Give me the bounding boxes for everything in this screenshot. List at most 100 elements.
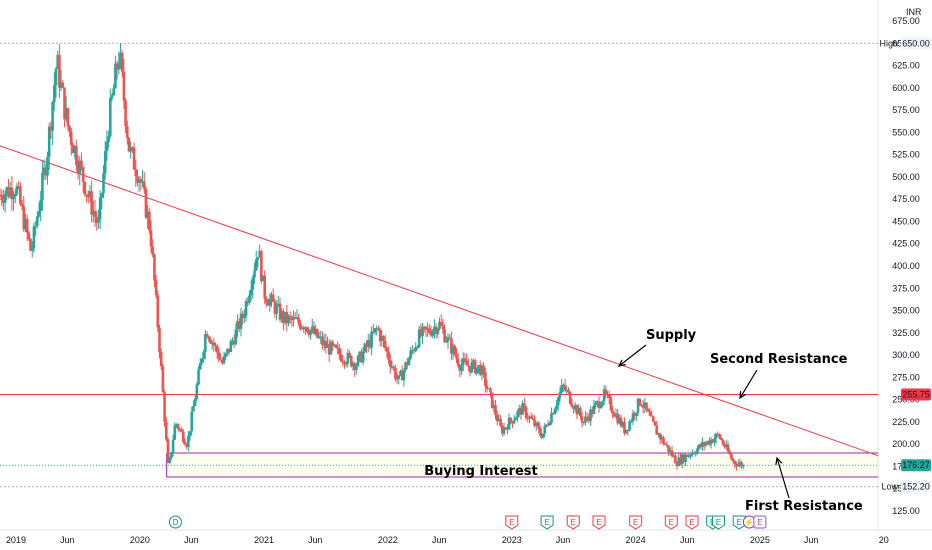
candle-body xyxy=(668,450,672,452)
candle xyxy=(714,432,718,444)
candle xyxy=(392,364,395,372)
event-marker-letter: E xyxy=(669,518,674,527)
candle xyxy=(204,329,207,360)
candle xyxy=(25,214,29,241)
candle xyxy=(144,186,148,220)
candle xyxy=(663,442,667,445)
candle xyxy=(511,420,514,429)
candle-body xyxy=(685,454,689,457)
candle xyxy=(360,348,363,364)
candle-body xyxy=(41,172,44,200)
candle xyxy=(198,357,202,370)
candle xyxy=(472,358,475,370)
candle xyxy=(324,334,328,354)
candle-body xyxy=(521,403,524,415)
candle-body xyxy=(434,326,438,335)
candle-body xyxy=(266,302,270,306)
price-tick-label: 500.00 xyxy=(892,172,920,182)
candle xyxy=(244,298,248,322)
candle-body xyxy=(234,329,238,345)
time-tick-label: 2023 xyxy=(502,535,522,545)
time-axis[interactable]: 2019 Jun 2020 Jun 2021 Jun 2022 Jun 2023 Jun 2024 J… xyxy=(6,535,889,545)
candle xyxy=(159,348,163,370)
candle-body xyxy=(509,417,513,422)
candle-body xyxy=(176,424,180,430)
candle xyxy=(41,161,44,211)
candle xyxy=(619,414,623,429)
candle-body xyxy=(441,325,445,330)
candle-body xyxy=(192,406,195,412)
candle xyxy=(331,339,334,351)
candle-body xyxy=(22,206,26,230)
candle-body xyxy=(5,187,9,195)
candle xyxy=(616,408,619,426)
candle-body xyxy=(528,416,531,419)
candle-body xyxy=(728,451,731,455)
candle xyxy=(443,324,446,344)
price-axis[interactable]: INR 675.00 650.00 625.00 600.00 575.00 550.00… xyxy=(879,7,931,516)
event-marker-earnings-future: E xyxy=(753,515,767,529)
candle xyxy=(253,262,256,284)
candle-body xyxy=(540,432,543,438)
candle-body xyxy=(636,398,640,413)
candle-body xyxy=(168,457,171,463)
candle xyxy=(565,386,569,395)
candle-body xyxy=(243,316,246,319)
candle xyxy=(653,421,657,426)
candle xyxy=(227,348,231,356)
candle xyxy=(338,343,341,360)
candle xyxy=(411,345,414,355)
candle-body xyxy=(69,132,73,145)
candle xyxy=(207,335,211,342)
candle-body xyxy=(299,323,302,329)
candle-body xyxy=(103,151,107,174)
candle-body xyxy=(697,444,701,449)
candle-body xyxy=(416,346,419,348)
candle-body xyxy=(278,303,282,320)
annotation-arrow xyxy=(776,457,790,499)
candle xyxy=(455,348,458,363)
price-tick-label: 575.00 xyxy=(892,105,920,115)
candle xyxy=(75,139,78,171)
annotation-arrow xyxy=(739,369,758,399)
candle xyxy=(215,343,219,359)
second-resistance-price-badge: 255.75 xyxy=(902,389,930,399)
candle xyxy=(524,405,528,421)
candle xyxy=(355,362,358,375)
candle-body xyxy=(268,299,272,306)
candle-body xyxy=(711,439,715,443)
candle-body xyxy=(568,392,572,404)
candle xyxy=(368,334,372,350)
candle xyxy=(58,44,61,99)
candle xyxy=(485,379,489,393)
candle xyxy=(631,409,635,425)
candle-body xyxy=(107,136,110,143)
candle xyxy=(20,200,24,211)
price-tick-label: 550.00 xyxy=(892,127,920,137)
candle-body xyxy=(183,441,187,445)
candle-body xyxy=(3,194,7,204)
candle xyxy=(601,400,604,408)
candle xyxy=(636,397,640,417)
candle-body xyxy=(346,352,350,364)
candle xyxy=(212,338,216,353)
candle-body xyxy=(20,204,24,207)
candle-body xyxy=(134,169,138,177)
candle-body xyxy=(672,455,675,457)
candle xyxy=(516,409,519,423)
candle xyxy=(37,202,41,218)
candle xyxy=(606,390,609,399)
candle xyxy=(390,360,394,370)
candle-body xyxy=(300,327,304,329)
candle xyxy=(689,453,692,460)
candle xyxy=(3,190,7,213)
candle-body xyxy=(144,188,148,218)
candle-body xyxy=(316,328,319,338)
candle-body xyxy=(611,409,614,414)
candle-body xyxy=(670,450,674,457)
candle xyxy=(731,457,735,464)
supply-trendline xyxy=(0,145,879,457)
candle-body xyxy=(733,461,737,465)
candles xyxy=(0,43,745,471)
